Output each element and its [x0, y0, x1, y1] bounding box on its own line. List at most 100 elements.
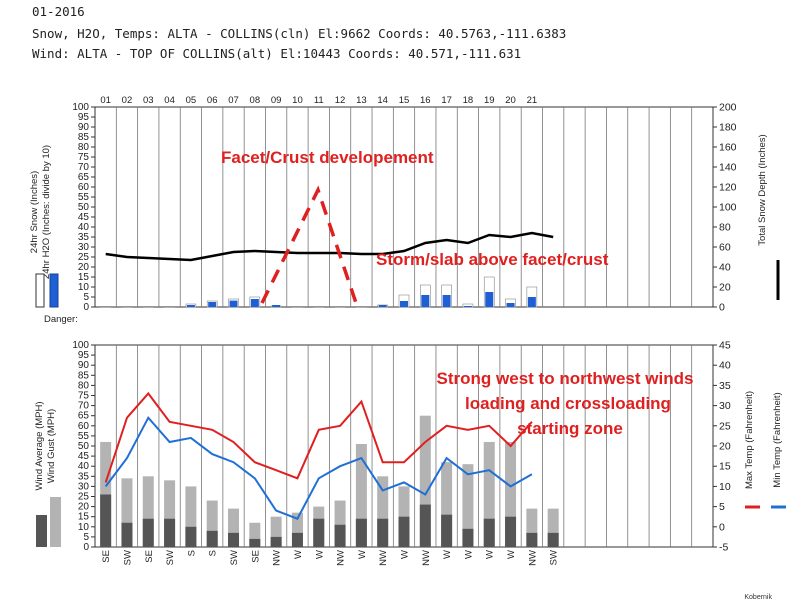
snow-right-tick-label: 60 — [719, 242, 731, 254]
wind-direction-label: NW — [336, 550, 347, 566]
day-label: 09 — [271, 95, 282, 106]
wind-direction-label: S — [186, 550, 197, 556]
day-label: 17 — [441, 95, 452, 106]
wind-left-tick-label: 5 — [83, 532, 89, 543]
snow-left-tick-label: 80 — [78, 142, 90, 153]
snow-24hr-bar — [101, 306, 111, 307]
wind-avg-bar — [356, 519, 367, 547]
wind-avg-bar — [399, 517, 410, 547]
wind-avg-legend-swatch — [36, 515, 47, 547]
day-label: 19 — [484, 95, 495, 106]
wind-avg-bar — [548, 533, 559, 547]
snow-right-tick-label: 120 — [719, 182, 737, 194]
day-label: 12 — [335, 95, 346, 106]
h2o-24hr-bar — [464, 306, 472, 307]
depth-right-axis-label: Total Snow Depth (Inches) — [757, 134, 768, 245]
snow-right-tick-label: 80 — [719, 222, 731, 234]
wind-direction-label: SW — [229, 550, 240, 565]
winds-annotation-line-3: starting zone — [517, 419, 623, 438]
temp-right-tick-label: 15 — [719, 461, 731, 473]
h2o-left-axis-label: 24hr H2O (Inches: divide by 10) — [41, 145, 52, 279]
wind-avg-bar — [228, 533, 239, 547]
wind-left-tick-label: 15 — [78, 512, 90, 523]
wind-left-tick-label: 100 — [72, 340, 89, 351]
wind-left-tick-label: 55 — [78, 431, 90, 442]
snow-left-tick-label: 85 — [78, 132, 90, 143]
wind-avg-bar — [420, 505, 431, 547]
day-label: 13 — [356, 95, 367, 106]
wind-avg-bar — [143, 519, 154, 547]
snow-left-tick-label: 65 — [78, 172, 90, 183]
snow-24hr-bar — [314, 306, 324, 307]
wind-left-tick-label: 70 — [78, 401, 90, 412]
wind-avg-bar — [462, 529, 473, 547]
day-label: 18 — [463, 95, 474, 106]
wind-left-tick-label: 50 — [78, 441, 90, 452]
storm-slab-annotation: Storm/slab above facet/crust — [376, 250, 609, 269]
wind-direction-label: W — [485, 550, 496, 559]
wind-left-tick-label: 35 — [78, 471, 90, 482]
wind-left-tick-label: 30 — [78, 481, 90, 492]
h2o-24hr-bar — [443, 295, 451, 307]
wind-avg-bar — [100, 494, 111, 547]
wind-direction-label: SE — [250, 550, 261, 563]
wind-direction-label: W — [463, 550, 474, 559]
snow-left-tick-label: 5 — [83, 292, 89, 303]
wind-direction-label: NW — [272, 550, 283, 566]
temp-right-tick-label: 20 — [719, 441, 731, 453]
snow-left-tick-label: 75 — [78, 152, 90, 163]
snow-24hr-bar — [335, 306, 345, 307]
snow-right-tick-label: 20 — [719, 282, 731, 294]
wind-direction-label: SE — [101, 550, 112, 563]
snow-left-tick-label: 40 — [78, 222, 90, 233]
day-label: 02 — [122, 95, 133, 106]
temp-right-tick-label: 35 — [719, 380, 731, 392]
wind-direction-label: NW — [421, 550, 432, 566]
snow-left-tick-label: 95 — [78, 112, 90, 123]
day-label: 06 — [207, 95, 218, 106]
wind-left-tick-label: 85 — [78, 370, 90, 381]
winds-annotation-line-2: loading and crossloading — [465, 394, 671, 413]
h2o-24hr-bar — [400, 301, 408, 307]
day-label: 07 — [228, 95, 239, 106]
wind-avg-bar — [164, 519, 175, 547]
wind-direction-label: SE — [144, 550, 155, 563]
temp-right-tick-label: 45 — [719, 340, 731, 352]
wind-left-tick-label: 0 — [83, 542, 89, 553]
wind-avg-bar — [292, 533, 303, 547]
winds-annotation-line-1: Strong west to northwest winds — [437, 369, 694, 388]
day-label: 04 — [164, 95, 175, 106]
snow-right-tick-label: 40 — [719, 262, 731, 274]
snow-left-tick-label: 25 — [78, 252, 90, 263]
wind-left-tick-label: 65 — [78, 411, 90, 422]
temp-right-tick-label: 0 — [719, 521, 725, 533]
wind-direction-label: W — [442, 550, 453, 559]
wind-direction-label: W — [400, 550, 411, 559]
snow-right-tick-label: 100 — [719, 202, 737, 214]
wind-avg-bar — [526, 533, 537, 547]
wind-direction-label: W — [506, 550, 517, 559]
wind-avg-bar — [121, 523, 132, 547]
snow-24hr-bar — [165, 306, 175, 307]
snow-plot-frame — [95, 107, 713, 307]
snow-right-tick-label: 140 — [719, 162, 737, 174]
wind-direction-label: SW — [122, 550, 133, 565]
danger-label: Danger: — [44, 314, 78, 325]
wind-left-tick-label: 60 — [78, 421, 90, 432]
h2o-24hr-bar — [187, 305, 195, 307]
wind-direction-label: NW — [527, 550, 538, 566]
credit-text: Kobernik — [744, 594, 772, 601]
wind-avg-bar — [335, 525, 346, 547]
temp-right-tick-label: 30 — [719, 400, 731, 412]
day-label: 15 — [399, 95, 410, 106]
wind-left-tick-label: 10 — [78, 522, 90, 533]
snow-24hr-bar — [122, 306, 132, 307]
day-label: 10 — [292, 95, 303, 106]
wind-gust-legend-swatch — [50, 497, 61, 547]
wind-avg-bar — [271, 537, 282, 547]
day-label: 08 — [250, 95, 261, 106]
day-label: 21 — [527, 95, 538, 106]
snow-left-tick-label: 60 — [78, 182, 90, 193]
wind-gust-axis-label: Wind Gust (MPH) — [46, 409, 57, 483]
day-label: 16 — [420, 95, 431, 106]
